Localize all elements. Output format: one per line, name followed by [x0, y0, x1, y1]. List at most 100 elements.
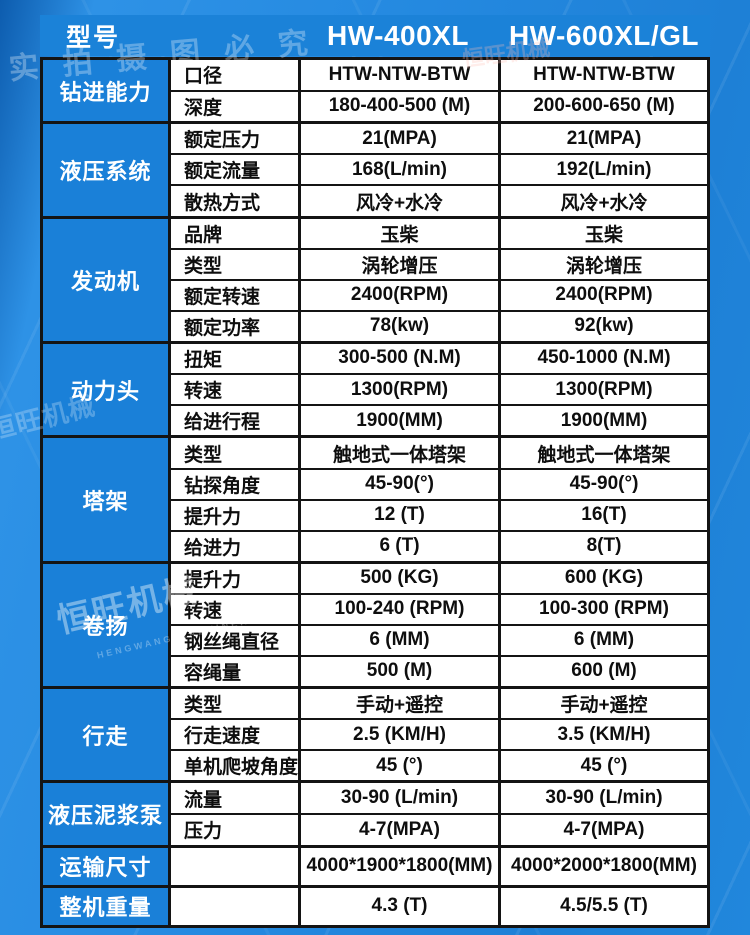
cell-attr: 提升力: [171, 500, 301, 530]
spec-group-transport-size: 运输尺寸 4000*1900*1800(MM) 4000*2000*1800(MM): [43, 847, 707, 888]
cell-v1: HTW-NTW-BTW: [301, 60, 501, 90]
group-label-drilling-capacity: 钻进能力: [43, 60, 171, 122]
cell-v1: 手动+遥控: [301, 688, 501, 718]
group-label-travel: 行走: [43, 688, 171, 781]
group-rows-travel: 类型 手动+遥控 手动+遥控 行走速度 2.5 (KM/H) 3.5 (KM/H) 单机爬坡…: [171, 688, 707, 781]
spec-table: 钻进能力 口径 HTW-NTW-BTW HTW-NTW-BTW 深度 180-400-50…: [40, 57, 710, 928]
cell-v2: 200-600-650 (M): [533, 95, 675, 117]
cell-v2: 21(MPA): [566, 127, 642, 149]
cell-attr: 给进力: [171, 531, 301, 561]
cell-attr: 额定压力: [171, 124, 301, 154]
group-rows-tower: 类型 触地式一体塔架 触地式一体塔架 钻探角度 45-90(°) 45-90(°) 提升力 1…: [171, 438, 707, 561]
cell-v1: 45-90(°): [301, 469, 501, 499]
spec-group-mud-pump: 液压泥浆泵 流量 30-90 (L/min) 30-90 (L/min) 压力 4-7(M…: [43, 783, 707, 848]
cell-v1: 45 (°): [301, 751, 501, 781]
cell-v2: 45 (°): [580, 754, 628, 776]
cell-v2: 触地式一体塔架: [537, 444, 671, 466]
spec-row: 品牌 玉柴 玉柴: [171, 218, 707, 250]
spec-row: 扭矩 300-500 (N.M) 450-1000 (N.M): [171, 343, 707, 376]
spec-group-travel: 行走 类型 手动+遥控 手动+遥控 行走速度 2.5 (KM/H) 3.5 (KM/H) 单机…: [43, 688, 707, 784]
cell-attr: 深度: [171, 91, 301, 122]
cell-v1: 6 (T): [301, 531, 501, 561]
cell-v2: 手动+遥控: [560, 694, 648, 716]
cell-v1: 6 (MM): [301, 625, 501, 655]
spec-row: 转速 1300(RPM) 1300(RPM): [171, 375, 707, 407]
cell-attr: 类型: [171, 688, 301, 718]
spec-group-winch: 卷扬 提升力 500 (KG) 600 (KG) 转速 100-240 (RPM) 100-…: [43, 563, 707, 689]
cell-attr: [171, 887, 301, 926]
cell-v1: 玉柴: [301, 218, 501, 248]
spec-row: 额定流量 168(L/min) 192(L/min): [171, 155, 707, 187]
spec-row: 口径 HTW-NTW-BTW HTW-NTW-BTW: [171, 60, 707, 92]
cell-v1: 300-500 (N.M): [301, 343, 501, 374]
model-row-label: 型号: [66, 23, 121, 52]
group-rows-total-weight: 4.3 (T) 4.5/5.5 (T): [171, 887, 707, 926]
cell-v2: HTW-NTW-BTW: [533, 63, 675, 85]
cell-v1: 168(L/min): [301, 155, 501, 185]
spec-row: 额定转速 2400(RPM) 2400(RPM): [171, 280, 707, 312]
cell-v2: 600 (M): [571, 660, 637, 682]
cell-attr: 额定流量: [171, 155, 301, 185]
cell-v1: 100-240 (RPM): [301, 594, 501, 624]
cell-attr: 行走速度: [171, 720, 301, 750]
cell-attr: 容绳量: [171, 656, 301, 686]
cell-v1: 4-7(MPA): [301, 814, 501, 845]
cell-attr: 转速: [171, 375, 301, 405]
cell-v2: 4-7(MPA): [563, 818, 645, 840]
spec-row: 提升力 500 (KG) 600 (KG): [171, 563, 707, 595]
cell-v1: 4000*1900*1800(MM): [301, 847, 501, 885]
cell-v1: 500 (KG): [301, 563, 501, 593]
group-label-engine: 发动机: [43, 218, 171, 341]
cell-attr: 口径: [171, 60, 301, 90]
cell-v1: 78(kw): [301, 311, 501, 341]
group-rows-transport-size: 4000*1900*1800(MM) 4000*2000*1800(MM): [171, 847, 707, 885]
spec-row: 额定压力 21(MPA) 21(MPA): [171, 124, 707, 156]
cell-attr: 提升力: [171, 563, 301, 593]
cell-attr: 给进行程: [171, 406, 301, 436]
cell-v2: 92(kw): [574, 315, 634, 337]
cell-v1: 4.3 (T): [301, 887, 501, 926]
spec-row: 单机爬坡角度 45 (°) 45 (°): [171, 751, 707, 781]
group-rows-drilling-capacity: 口径 HTW-NTW-BTW HTW-NTW-BTW 深度 180-400-500 (M…: [171, 60, 707, 122]
spec-group-power-head: 动力头 扭矩 300-500 (N.M) 450-1000 (N.M) 转速 1300(R…: [43, 343, 707, 439]
cell-v1: 500 (M): [301, 656, 501, 686]
spec-row: 给进力 6 (T) 8(T): [171, 531, 707, 561]
cell-attr: 散热方式: [171, 186, 301, 216]
cell-v2: 45-90(°): [569, 473, 639, 495]
spec-row: 额定功率 78(kw) 92(kw): [171, 311, 707, 341]
cell-v1: 21(MPA): [301, 124, 501, 154]
group-label-tower: 塔架: [43, 438, 171, 561]
cell-attr: 转速: [171, 594, 301, 624]
cell-attr: [171, 847, 301, 885]
spec-row: 类型 触地式一体塔架 触地式一体塔架: [171, 438, 707, 470]
cell-attr: 压力: [171, 814, 301, 845]
cell-v2: 100-300 (RPM): [539, 598, 669, 620]
cell-v1: 12 (T): [301, 500, 501, 530]
group-label-power-head: 动力头: [43, 343, 171, 436]
cell-v1: 2.5 (KM/H): [301, 720, 501, 750]
cell-attr: 钻探角度: [171, 469, 301, 499]
cell-v2: 192(L/min): [556, 158, 652, 180]
spec-row: 钻探角度 45-90(°) 45-90(°): [171, 469, 707, 501]
spec-group-tower: 塔架 类型 触地式一体塔架 触地式一体塔架 钻探角度 45-90(°) 45-90(°) 提升…: [43, 438, 707, 564]
cell-v1: 涡轮增压: [301, 249, 501, 279]
cell-v2: 450-1000 (N.M): [537, 347, 671, 369]
group-rows-engine: 品牌 玉柴 玉柴 类型 涡轮增压 涡轮增压 额定转速 2400(RPM) 2400(RPM) 额定…: [171, 218, 707, 341]
group-rows-winch: 提升力 500 (KG) 600 (KG) 转速 100-240 (RPM) 100-30…: [171, 563, 707, 686]
cell-attr: 单机爬坡角度: [171, 751, 301, 781]
cell-v2: 16(T): [581, 504, 627, 526]
model-header-row: 型号 HW-400XL HW-600XL/GL: [40, 15, 710, 56]
cell-attr: 流量: [171, 783, 301, 813]
spec-row: 流量 30-90 (L/min) 30-90 (L/min): [171, 783, 707, 815]
spec-row: 给进行程 1900(MM) 1900(MM): [171, 406, 707, 436]
spec-row: 提升力 12 (T) 16(T): [171, 500, 707, 532]
spec-row: 压力 4-7(MPA) 4-7(MPA): [171, 814, 707, 845]
cell-attr: 扭矩: [171, 343, 301, 374]
spec-row: 行走速度 2.5 (KM/H) 3.5 (KM/H): [171, 720, 707, 752]
cell-attr: 额定转速: [171, 280, 301, 310]
group-label-hydraulic-system: 液压系统: [43, 124, 171, 216]
cell-v2: 600 (KG): [564, 567, 644, 589]
group-label-winch: 卷扬: [43, 563, 171, 686]
cell-v2: 1300(RPM): [555, 378, 653, 400]
